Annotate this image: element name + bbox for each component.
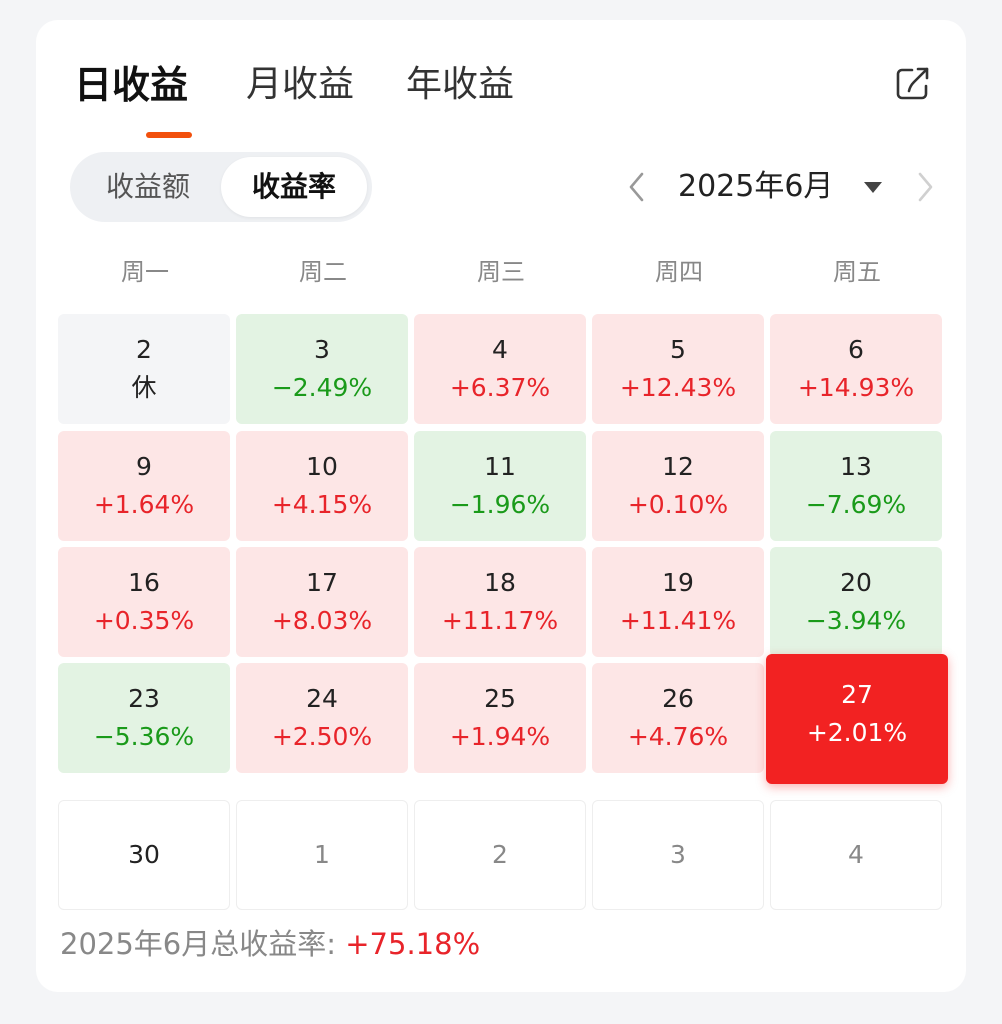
weekday-thu: 周四	[655, 258, 703, 286]
tab-daily[interactable]: 日收益	[74, 63, 189, 107]
cell-value: +4.76%	[627, 722, 729, 751]
cell-day: 24	[306, 684, 338, 713]
active-tab-indicator	[146, 132, 192, 138]
cell-day: 2	[492, 840, 508, 869]
cell-value: +11.17%	[441, 606, 559, 635]
cell-day: 3	[670, 840, 686, 869]
cell-value: −1.96%	[449, 490, 551, 519]
cell-value: −3.94%	[805, 606, 907, 635]
calendar-cell[interactable]: 6 +14.93%	[770, 314, 942, 424]
calendar-cell[interactable]: 2 休	[58, 314, 230, 424]
cell-day: 1	[314, 840, 330, 869]
weekday-mon: 周一	[121, 258, 169, 286]
calendar-cell[interactable]: 17 +8.03%	[236, 547, 408, 657]
cell-value: +2.01%	[806, 718, 908, 747]
cell-value: +8.03%	[271, 606, 373, 635]
summary-value: +75.18%	[345, 927, 481, 961]
calendar-cell[interactable]: 9 +1.64%	[58, 431, 230, 541]
calendar-cell[interactable]: 19 +11.41%	[592, 547, 764, 657]
toggle-rate[interactable]: 收益率	[221, 157, 367, 217]
share-icon[interactable]	[892, 64, 932, 104]
calendar-cell[interactable]: 4 +6.37%	[414, 314, 586, 424]
cell-day: 26	[662, 684, 694, 713]
cell-day: 12	[662, 452, 694, 481]
cell-day: 2	[136, 335, 152, 364]
cell-value: −5.36%	[93, 722, 195, 751]
cell-value: +2.50%	[271, 722, 373, 751]
cell-value: +1.64%	[93, 490, 195, 519]
cell-day: 19	[662, 568, 694, 597]
month-label[interactable]: 2025年6月	[678, 169, 834, 204]
cell-day: 6	[848, 335, 864, 364]
cell-value: +0.10%	[627, 490, 729, 519]
cell-value: +6.37%	[449, 373, 551, 402]
month-navigator: 2025年6月	[616, 162, 946, 212]
cell-day: 20	[840, 568, 872, 597]
cell-value: +0.35%	[93, 606, 195, 635]
monthly-total-summary: 2025年6月总收益率: +75.18%	[60, 922, 480, 966]
caret-down-icon[interactable]	[864, 182, 882, 193]
daily-returns-card: 日收益 月收益 年收益 收益额 收益率 2025年6月 周	[36, 20, 966, 992]
summary-label: 2025年6月总收益率:	[60, 927, 346, 961]
weekday-header: 周一 周二 周三 周四 周五	[58, 252, 946, 292]
cell-day: 5	[670, 335, 686, 364]
chevron-right-icon[interactable]	[910, 170, 940, 204]
calendar-cell[interactable]: 18 +11.17%	[414, 547, 586, 657]
calendar-cell[interactable]: 5 +12.43%	[592, 314, 764, 424]
calendar-cell-selected[interactable]: 27 +2.01%	[766, 654, 948, 784]
calendar-cell[interactable]: 11 −1.96%	[414, 431, 586, 541]
cell-day: 17	[306, 568, 338, 597]
cell-value: +11.41%	[619, 606, 737, 635]
calendar-cell[interactable]: 3	[592, 800, 764, 910]
cell-value: +14.93%	[797, 373, 915, 402]
cell-day: 18	[484, 568, 516, 597]
cell-day: 30	[128, 840, 160, 869]
toggle-amount[interactable]: 收益额	[105, 170, 190, 203]
chevron-left-icon[interactable]	[622, 170, 652, 204]
calendar-cell[interactable]: 4	[770, 800, 942, 910]
calendar-cell[interactable]: 26 +4.76%	[592, 663, 764, 773]
cell-day: 10	[306, 452, 338, 481]
cell-day: 27	[841, 680, 873, 709]
cell-day: 9	[136, 452, 152, 481]
cell-day: 3	[314, 335, 330, 364]
cell-value: +1.94%	[449, 722, 551, 751]
cell-value: −2.49%	[271, 373, 373, 402]
tab-yearly[interactable]: 年收益	[406, 64, 515, 105]
weekday-wed: 周三	[477, 258, 525, 286]
calendar-cell[interactable]: 12 +0.10%	[592, 431, 764, 541]
calendar-cell[interactable]: 23 −5.36%	[58, 663, 230, 773]
cell-value: +12.43%	[619, 373, 737, 402]
calendar-cell[interactable]: 24 +2.50%	[236, 663, 408, 773]
cell-day: 13	[840, 452, 872, 481]
cell-value: 休	[131, 373, 157, 402]
cell-day: 16	[128, 568, 160, 597]
calendar-cell[interactable]: 16 +0.35%	[58, 547, 230, 657]
cell-day: 11	[484, 452, 516, 481]
weekday-fri: 周五	[833, 258, 881, 286]
amount-rate-toggle: 收益额 收益率	[70, 152, 372, 222]
calendar-cell[interactable]: 3 −2.49%	[236, 314, 408, 424]
cell-value: −7.69%	[805, 490, 907, 519]
calendar-cell[interactable]: 25 +1.94%	[414, 663, 586, 773]
calendar-cell[interactable]: 2	[414, 800, 586, 910]
tab-monthly[interactable]: 月收益	[246, 64, 355, 105]
cell-day: 4	[492, 335, 508, 364]
calendar-cell[interactable]: 10 +4.15%	[236, 431, 408, 541]
calendar-cell[interactable]: 30	[58, 800, 230, 910]
cell-day: 4	[848, 840, 864, 869]
cell-day: 25	[484, 684, 516, 713]
calendar-cell[interactable]: 1	[236, 800, 408, 910]
period-tabs: 日收益 月收益 年收益	[74, 60, 934, 150]
calendar-cell[interactable]: 20 −3.94%	[770, 547, 942, 657]
cell-value: +4.15%	[271, 490, 373, 519]
cell-day: 23	[128, 684, 160, 713]
weekday-tue: 周二	[299, 258, 347, 286]
calendar-cell[interactable]: 13 −7.69%	[770, 431, 942, 541]
